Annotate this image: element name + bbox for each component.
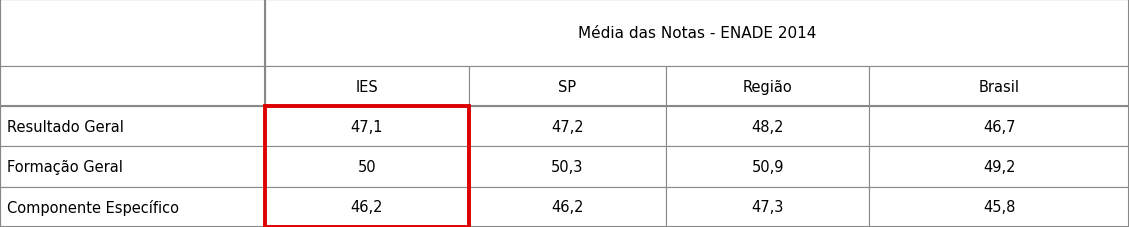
Text: 46,2: 46,2 bbox=[351, 200, 383, 215]
Text: 47,1: 47,1 bbox=[351, 119, 383, 134]
Text: Componente Específico: Componente Específico bbox=[7, 199, 180, 215]
Bar bbox=[265, 147, 469, 187]
Text: 48,2: 48,2 bbox=[752, 119, 784, 134]
Bar bbox=[265, 67, 469, 107]
Text: Região: Região bbox=[743, 79, 793, 94]
Text: Formação Geral: Formação Geral bbox=[7, 159, 123, 174]
Bar bbox=[869, 67, 1129, 107]
Text: Média das Notas - ENADE 2014: Média das Notas - ENADE 2014 bbox=[578, 26, 816, 41]
Text: SP: SP bbox=[558, 79, 577, 94]
Bar bbox=[666, 187, 869, 227]
Bar bbox=[265, 187, 469, 227]
Bar bbox=[469, 67, 666, 107]
Text: 45,8: 45,8 bbox=[983, 200, 1015, 215]
Bar bbox=[869, 147, 1129, 187]
Bar bbox=[469, 147, 666, 187]
Bar bbox=[666, 107, 869, 147]
Text: 50,9: 50,9 bbox=[752, 159, 784, 174]
Bar bbox=[265, 0, 1129, 67]
Bar bbox=[469, 187, 666, 227]
Bar bbox=[869, 187, 1129, 227]
Text: 49,2: 49,2 bbox=[983, 159, 1015, 174]
Bar bbox=[265, 107, 469, 227]
Bar bbox=[265, 107, 469, 147]
Bar bbox=[666, 147, 869, 187]
Text: 46,7: 46,7 bbox=[983, 119, 1015, 134]
Text: Resultado Geral: Resultado Geral bbox=[7, 119, 124, 134]
Text: 46,2: 46,2 bbox=[551, 200, 584, 215]
Bar bbox=[0, 0, 265, 67]
Text: Brasil: Brasil bbox=[979, 79, 1019, 94]
Bar bbox=[0, 67, 265, 107]
Bar bbox=[469, 107, 666, 147]
Text: IES: IES bbox=[356, 79, 378, 94]
Text: 47,2: 47,2 bbox=[551, 119, 584, 134]
Bar bbox=[0, 187, 265, 227]
Text: 47,3: 47,3 bbox=[752, 200, 784, 215]
Bar bbox=[869, 107, 1129, 147]
Bar bbox=[0, 107, 265, 147]
Text: 50,3: 50,3 bbox=[551, 159, 584, 174]
Bar bbox=[666, 67, 869, 107]
Bar bbox=[0, 147, 265, 187]
Text: 50: 50 bbox=[358, 159, 376, 174]
